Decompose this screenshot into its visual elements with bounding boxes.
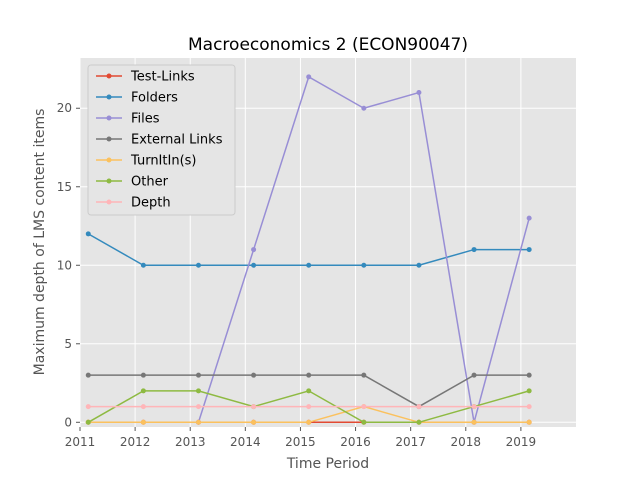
data-point-folders [195, 262, 201, 268]
data-point-other [140, 388, 146, 394]
data-point-folders [306, 262, 312, 268]
y-tick-label: 5 [64, 337, 72, 351]
data-point-turnitin-s [140, 419, 146, 425]
data-point-external-links [140, 372, 146, 378]
x-tick-label: 2018 [451, 435, 482, 449]
data-point-external-links [306, 372, 312, 378]
y-tick-label: 10 [57, 258, 72, 272]
legend-marker [106, 115, 112, 121]
data-point-files [526, 215, 532, 221]
data-point-depth [361, 404, 367, 410]
legend-marker [106, 199, 112, 205]
data-point-turnitin-s [471, 419, 477, 425]
legend-label: Folders [131, 91, 178, 106]
data-point-files [306, 74, 312, 80]
legend-marker [106, 94, 112, 100]
legend-item-external-links: External Links [96, 133, 223, 148]
legend-item-test-links: Test-Links [96, 70, 195, 85]
data-point-depth [471, 404, 477, 410]
y-axis-ticks: 0 5 10 15 20 [57, 101, 80, 429]
data-point-folders [85, 231, 91, 237]
data-point-other [416, 419, 422, 425]
data-point-depth [526, 404, 532, 410]
data-point-files [251, 247, 257, 253]
data-point-external-links [85, 372, 91, 378]
legend-label: Files [131, 112, 160, 127]
x-tick-label: 2013 [175, 435, 206, 449]
legend-label: External Links [131, 133, 223, 148]
legend-item-depth: Depth [96, 196, 171, 211]
chart-title: Macroeconomics 2 (ECON90047) [188, 35, 468, 55]
data-point-external-links [195, 372, 201, 378]
data-point-files [416, 90, 422, 96]
x-tick-label: 2019 [506, 435, 537, 449]
data-point-folders [471, 247, 477, 253]
data-point-folders [251, 262, 257, 268]
legend-marker [106, 157, 112, 163]
series-depth [85, 404, 532, 410]
legend-item-other: Other [96, 175, 169, 190]
data-point-depth [140, 404, 146, 410]
x-tick-label: 2011 [65, 435, 96, 449]
data-point-folders [526, 247, 532, 253]
data-point-depth [195, 404, 201, 410]
y-tick-label: 15 [57, 180, 72, 194]
legend: Test-Links Folders Files External Links Turn… [87, 64, 236, 216]
data-point-depth [251, 404, 257, 410]
x-tick-label: 2016 [340, 435, 371, 449]
legend-marker [106, 136, 112, 142]
data-point-external-links [526, 372, 532, 378]
data-point-external-links [471, 372, 477, 378]
legend-label: Test-Links [130, 70, 195, 85]
data-point-folders [416, 262, 422, 268]
y-tick-label: 0 [64, 415, 72, 429]
data-point-folders [140, 262, 146, 268]
legend-item-turnitin-s: TurnItIn(s) [96, 154, 196, 169]
legend-label: Depth [131, 196, 171, 211]
data-point-other [195, 388, 201, 394]
data-point-external-links [361, 372, 367, 378]
legend-item-files: Files [96, 112, 160, 127]
x-tick-label: 2017 [395, 435, 426, 449]
legend-item-folders: Folders [96, 91, 178, 106]
data-point-turnitin-s [306, 419, 312, 425]
x-tick-label: 2012 [120, 435, 151, 449]
data-point-turnitin-s [195, 419, 201, 425]
legend-marker [106, 178, 112, 184]
data-point-depth [416, 404, 422, 410]
x-tick-label: 2014 [230, 435, 261, 449]
x-axis-ticks: 2011 2012 2013 2014 2015 2016 2017 2018 2019 [65, 427, 536, 449]
data-point-other [306, 388, 312, 394]
data-point-other [361, 419, 367, 425]
data-point-folders [361, 262, 367, 268]
data-point-depth [85, 404, 91, 410]
y-axis-label: Maximum depth of LMS content items [32, 109, 48, 376]
data-point-files [361, 105, 367, 111]
y-tick-label: 20 [57, 101, 72, 115]
x-axis-label: Time Period [286, 456, 369, 472]
legend-label: TurnItIn(s) [130, 154, 196, 169]
x-tick-label: 2015 [285, 435, 316, 449]
series-layer [85, 74, 532, 425]
data-point-turnitin-s [526, 419, 532, 425]
legend-label: Other [131, 175, 169, 190]
series-folders [85, 231, 532, 268]
legend-marker [106, 73, 112, 79]
data-point-depth [306, 404, 312, 410]
data-point-other [526, 388, 532, 394]
data-point-turnitin-s [251, 419, 257, 425]
legend-box [87, 64, 236, 216]
data-point-other [85, 419, 91, 425]
data-point-external-links [251, 372, 257, 378]
